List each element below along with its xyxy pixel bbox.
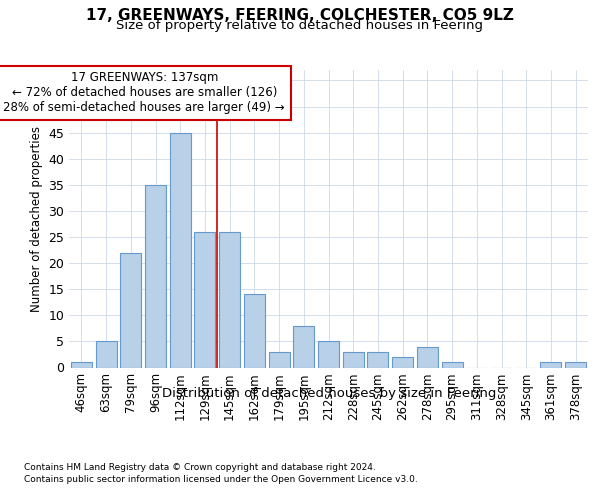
Text: Contains public sector information licensed under the Open Government Licence v3: Contains public sector information licen… <box>24 475 418 484</box>
Bar <box>293 326 314 368</box>
Bar <box>318 342 339 367</box>
Bar <box>194 232 215 368</box>
Text: Size of property relative to detached houses in Feering: Size of property relative to detached ho… <box>116 19 484 32</box>
Bar <box>170 132 191 368</box>
Text: Contains HM Land Registry data © Crown copyright and database right 2024.: Contains HM Land Registry data © Crown c… <box>24 462 376 471</box>
Bar <box>219 232 240 368</box>
Bar <box>145 185 166 368</box>
Bar <box>417 346 438 368</box>
Text: Distribution of detached houses by size in Feering: Distribution of detached houses by size … <box>161 388 496 400</box>
Text: 17 GREENWAYS: 137sqm
← 72% of detached houses are smaller (126)
28% of semi-deta: 17 GREENWAYS: 137sqm ← 72% of detached h… <box>4 72 285 114</box>
Bar <box>541 362 562 368</box>
Bar <box>343 352 364 368</box>
Bar <box>269 352 290 368</box>
Bar <box>120 252 141 368</box>
Bar <box>392 357 413 368</box>
Bar <box>71 362 92 368</box>
Bar <box>244 294 265 368</box>
Text: 17, GREENWAYS, FEERING, COLCHESTER, CO5 9LZ: 17, GREENWAYS, FEERING, COLCHESTER, CO5 … <box>86 8 514 22</box>
Y-axis label: Number of detached properties: Number of detached properties <box>29 126 43 312</box>
Bar <box>95 342 116 367</box>
Bar <box>442 362 463 368</box>
Bar <box>367 352 388 368</box>
Bar <box>565 362 586 368</box>
